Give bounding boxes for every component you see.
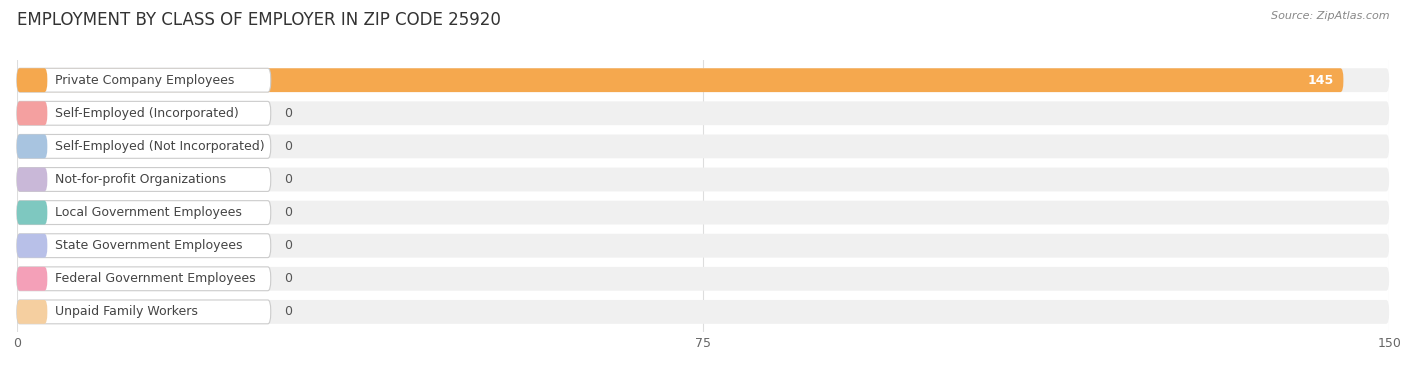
Text: Self-Employed (Not Incorporated): Self-Employed (Not Incorporated) <box>55 140 264 153</box>
FancyBboxPatch shape <box>17 167 271 192</box>
Text: Local Government Employees: Local Government Employees <box>55 206 242 219</box>
Text: 0: 0 <box>284 239 292 252</box>
Text: Private Company Employees: Private Company Employees <box>55 74 235 87</box>
Text: Self-Employed (Incorporated): Self-Employed (Incorporated) <box>55 107 239 120</box>
Text: 0: 0 <box>284 107 292 120</box>
FancyBboxPatch shape <box>17 267 271 291</box>
Text: State Government Employees: State Government Employees <box>55 239 242 252</box>
FancyBboxPatch shape <box>17 267 1389 291</box>
FancyBboxPatch shape <box>17 68 1389 92</box>
FancyBboxPatch shape <box>17 135 271 158</box>
FancyBboxPatch shape <box>17 135 48 158</box>
FancyBboxPatch shape <box>17 68 1343 92</box>
FancyBboxPatch shape <box>17 68 271 92</box>
FancyBboxPatch shape <box>17 300 271 324</box>
FancyBboxPatch shape <box>17 267 48 291</box>
Text: Not-for-profit Organizations: Not-for-profit Organizations <box>55 173 226 186</box>
FancyBboxPatch shape <box>17 68 48 92</box>
FancyBboxPatch shape <box>17 201 48 225</box>
FancyBboxPatch shape <box>17 201 271 225</box>
Text: 145: 145 <box>1308 74 1334 87</box>
Text: 0: 0 <box>284 305 292 319</box>
FancyBboxPatch shape <box>17 201 1389 225</box>
FancyBboxPatch shape <box>17 234 271 257</box>
FancyBboxPatch shape <box>17 167 1389 192</box>
Text: Unpaid Family Workers: Unpaid Family Workers <box>55 305 198 319</box>
Text: 0: 0 <box>284 206 292 219</box>
FancyBboxPatch shape <box>17 167 48 192</box>
Text: 0: 0 <box>284 272 292 285</box>
FancyBboxPatch shape <box>17 101 271 125</box>
FancyBboxPatch shape <box>17 300 48 324</box>
FancyBboxPatch shape <box>17 101 1389 125</box>
Text: 0: 0 <box>284 140 292 153</box>
FancyBboxPatch shape <box>17 135 1389 158</box>
Text: 0: 0 <box>284 173 292 186</box>
FancyBboxPatch shape <box>17 234 48 257</box>
Text: Source: ZipAtlas.com: Source: ZipAtlas.com <box>1271 11 1389 21</box>
FancyBboxPatch shape <box>17 234 1389 257</box>
FancyBboxPatch shape <box>17 101 48 125</box>
Text: Federal Government Employees: Federal Government Employees <box>55 272 256 285</box>
Text: EMPLOYMENT BY CLASS OF EMPLOYER IN ZIP CODE 25920: EMPLOYMENT BY CLASS OF EMPLOYER IN ZIP C… <box>17 11 501 29</box>
FancyBboxPatch shape <box>17 300 1389 324</box>
